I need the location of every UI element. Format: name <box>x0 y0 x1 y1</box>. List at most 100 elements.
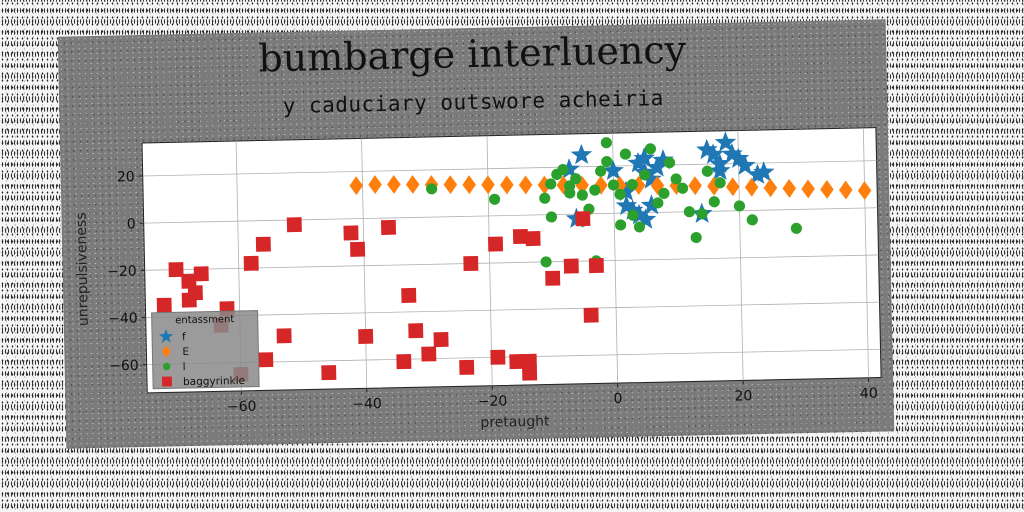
y-tick-label: 20 <box>117 169 135 185</box>
square-marker <box>512 228 529 245</box>
square-marker <box>575 211 591 227</box>
circle-marker <box>601 155 613 168</box>
star-marker <box>709 152 731 174</box>
circle-marker <box>633 221 646 233</box>
circle-marker <box>540 256 552 268</box>
diamond-marker <box>820 180 834 199</box>
axis-ticks: −60 −40 −20 0 20 40 20 0 −20 −40 −60 <box>107 169 878 415</box>
star-marker <box>570 143 593 165</box>
circle-marker <box>670 173 682 185</box>
x-tick-label: 0 <box>613 391 622 407</box>
diamond-marker <box>368 175 382 195</box>
data-series <box>156 131 872 382</box>
legend: entassment fEl baggyrinkle <box>151 310 260 390</box>
diamond-marker <box>387 174 401 194</box>
diamond-marker <box>782 178 797 198</box>
diamond-marker <box>763 178 778 198</box>
x-tick-label: −40 <box>352 396 382 413</box>
x-tick-label: −20 <box>478 393 508 410</box>
circle-marker <box>570 173 582 185</box>
square-marker <box>509 354 525 370</box>
diamond-marker <box>405 175 420 194</box>
star-marker <box>709 159 731 181</box>
diamond-marker <box>443 175 458 195</box>
diamond-marker <box>726 177 740 197</box>
diamond-marker <box>857 181 872 201</box>
circle-marker <box>627 209 639 221</box>
circle-marker <box>696 208 708 220</box>
circle-marker <box>652 197 664 209</box>
legend-entry: f <box>182 331 186 343</box>
diamond-marker <box>518 175 533 195</box>
square-marker <box>255 236 271 252</box>
legend-marker <box>161 345 171 358</box>
square-marker <box>525 231 541 247</box>
circle-marker <box>733 200 746 212</box>
chart-background: bumbarge interluency y caduciary outswor… <box>57 19 895 449</box>
diamond-marker <box>500 175 514 195</box>
diamond-marker <box>349 176 364 196</box>
diamond-marker <box>707 176 721 196</box>
square-marker <box>350 241 366 257</box>
x-grid-line <box>737 130 744 381</box>
legend-box <box>151 310 260 390</box>
square-marker <box>408 323 424 339</box>
diamond-marker <box>481 175 495 195</box>
star-marker <box>753 161 775 182</box>
square-marker <box>490 349 506 365</box>
y-tick-label: −40 <box>108 311 138 328</box>
square-marker <box>545 270 561 286</box>
circle-marker <box>714 177 726 189</box>
square-marker <box>181 292 197 308</box>
circle-marker <box>589 184 601 196</box>
circle-marker <box>607 179 620 191</box>
y-axis-label: unrepulsiveness <box>73 212 91 326</box>
square-marker <box>421 346 437 362</box>
x-grid-line <box>862 127 869 378</box>
diamond-marker <box>594 175 608 195</box>
circle-marker <box>639 169 651 181</box>
circle-marker <box>683 206 695 218</box>
diamond-marker <box>744 177 759 197</box>
y-grid-line <box>142 160 877 177</box>
circle-marker <box>626 179 638 191</box>
diamond-marker <box>688 176 702 196</box>
legend-entry: E <box>182 346 189 358</box>
square-marker <box>380 219 397 235</box>
legend-marker <box>158 329 174 343</box>
circle-marker <box>677 182 689 194</box>
square-marker <box>583 307 599 323</box>
square-marker <box>321 365 337 381</box>
square-marker <box>193 266 209 282</box>
y-tick-label: 0 <box>127 216 136 232</box>
circle-marker <box>701 165 713 177</box>
square-marker <box>487 236 504 252</box>
circle-marker <box>644 143 656 155</box>
circle-marker <box>426 183 438 195</box>
scatter-plot: −60 −40 −20 0 20 40 20 0 −20 −40 −60 entassment fEl… <box>73 127 882 431</box>
circle-marker <box>557 163 569 176</box>
diamond-marker <box>801 179 815 199</box>
diamond-marker <box>537 175 552 195</box>
square-marker <box>181 273 197 289</box>
series-1 <box>349 174 872 201</box>
square-marker <box>156 297 172 313</box>
circle-marker <box>564 187 576 199</box>
square-marker <box>463 255 479 272</box>
circle-marker <box>614 188 626 200</box>
star-marker <box>746 163 769 185</box>
square-marker <box>522 365 538 381</box>
series-2 <box>426 137 802 268</box>
star-marker <box>640 194 663 215</box>
square-marker <box>401 287 417 303</box>
square-marker <box>358 328 374 344</box>
legend-entry: baggyrinkle <box>183 375 245 388</box>
circle-marker <box>576 189 588 201</box>
square-marker <box>563 258 579 274</box>
circle-marker <box>539 192 551 204</box>
square-marker <box>459 359 475 375</box>
x-grid-line <box>361 138 368 389</box>
y-grid-line <box>144 254 879 271</box>
circle-marker <box>489 193 501 205</box>
circle-marker <box>600 137 612 149</box>
